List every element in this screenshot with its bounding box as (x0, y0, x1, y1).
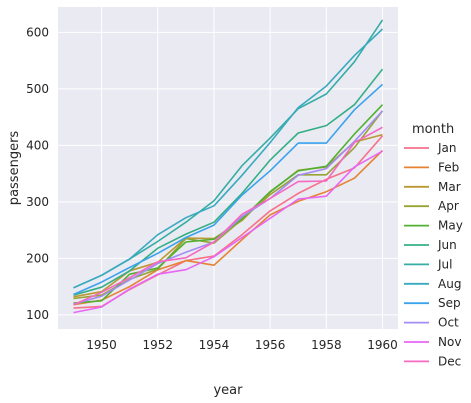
legend-label-dec: Dec (438, 354, 461, 368)
series-line-sep (73, 83, 384, 296)
legend-label-oct: Oct (438, 316, 459, 330)
x-axis-label: year (213, 383, 243, 398)
legend-label-apr: Apr (438, 199, 459, 213)
y-tick-label: 500 (26, 82, 49, 96)
legend-label-aug: Aug (438, 277, 461, 291)
x-tick-label: 1960 (367, 338, 398, 352)
legend-label-feb: Feb (438, 160, 459, 174)
legend-label-may: May (438, 219, 463, 233)
legend-label-mar: Mar (438, 180, 461, 194)
x-tick-label: 1954 (199, 338, 230, 352)
y-tick-label: 600 (26, 25, 49, 39)
legend-title: month (412, 122, 454, 137)
series-line-dec (73, 126, 383, 306)
y-tick-labels: 100 200 300 400 500 600 (26, 25, 49, 321)
series-line-oct (73, 110, 384, 305)
series-line-jun (73, 68, 384, 296)
series-line-feb (73, 149, 384, 306)
legend-label-sep: Sep (438, 296, 461, 310)
x-tick-label: 1950 (86, 338, 117, 352)
x-tick-label: 1952 (142, 338, 173, 352)
legend-label-nov: Nov (438, 335, 461, 349)
x-tick-label: 1956 (255, 338, 286, 352)
y-tick-label: 100 (26, 308, 49, 322)
y-tick-label: 200 (26, 251, 49, 265)
y-tick-label: 400 (26, 138, 49, 152)
y-tick-label: 300 (26, 195, 49, 209)
x-tick-label: 1958 (311, 338, 342, 352)
series-lines (73, 19, 384, 314)
legend-label-jan: Jan (437, 141, 457, 155)
series-line-aug (73, 28, 384, 289)
plot-background (58, 7, 398, 329)
legend-label-jul: Jul (437, 257, 452, 271)
legend: month Jan Feb Mar Apr May Jun Jul Aug Sep Oct Nov D… (404, 122, 463, 368)
legend-label-jun: Jun (437, 238, 457, 252)
x-tick-labels: 1950 1952 1954 1956 1958 1960 (86, 338, 398, 352)
series-line-nov (73, 150, 383, 314)
y-axis-label: passengers (7, 131, 22, 206)
